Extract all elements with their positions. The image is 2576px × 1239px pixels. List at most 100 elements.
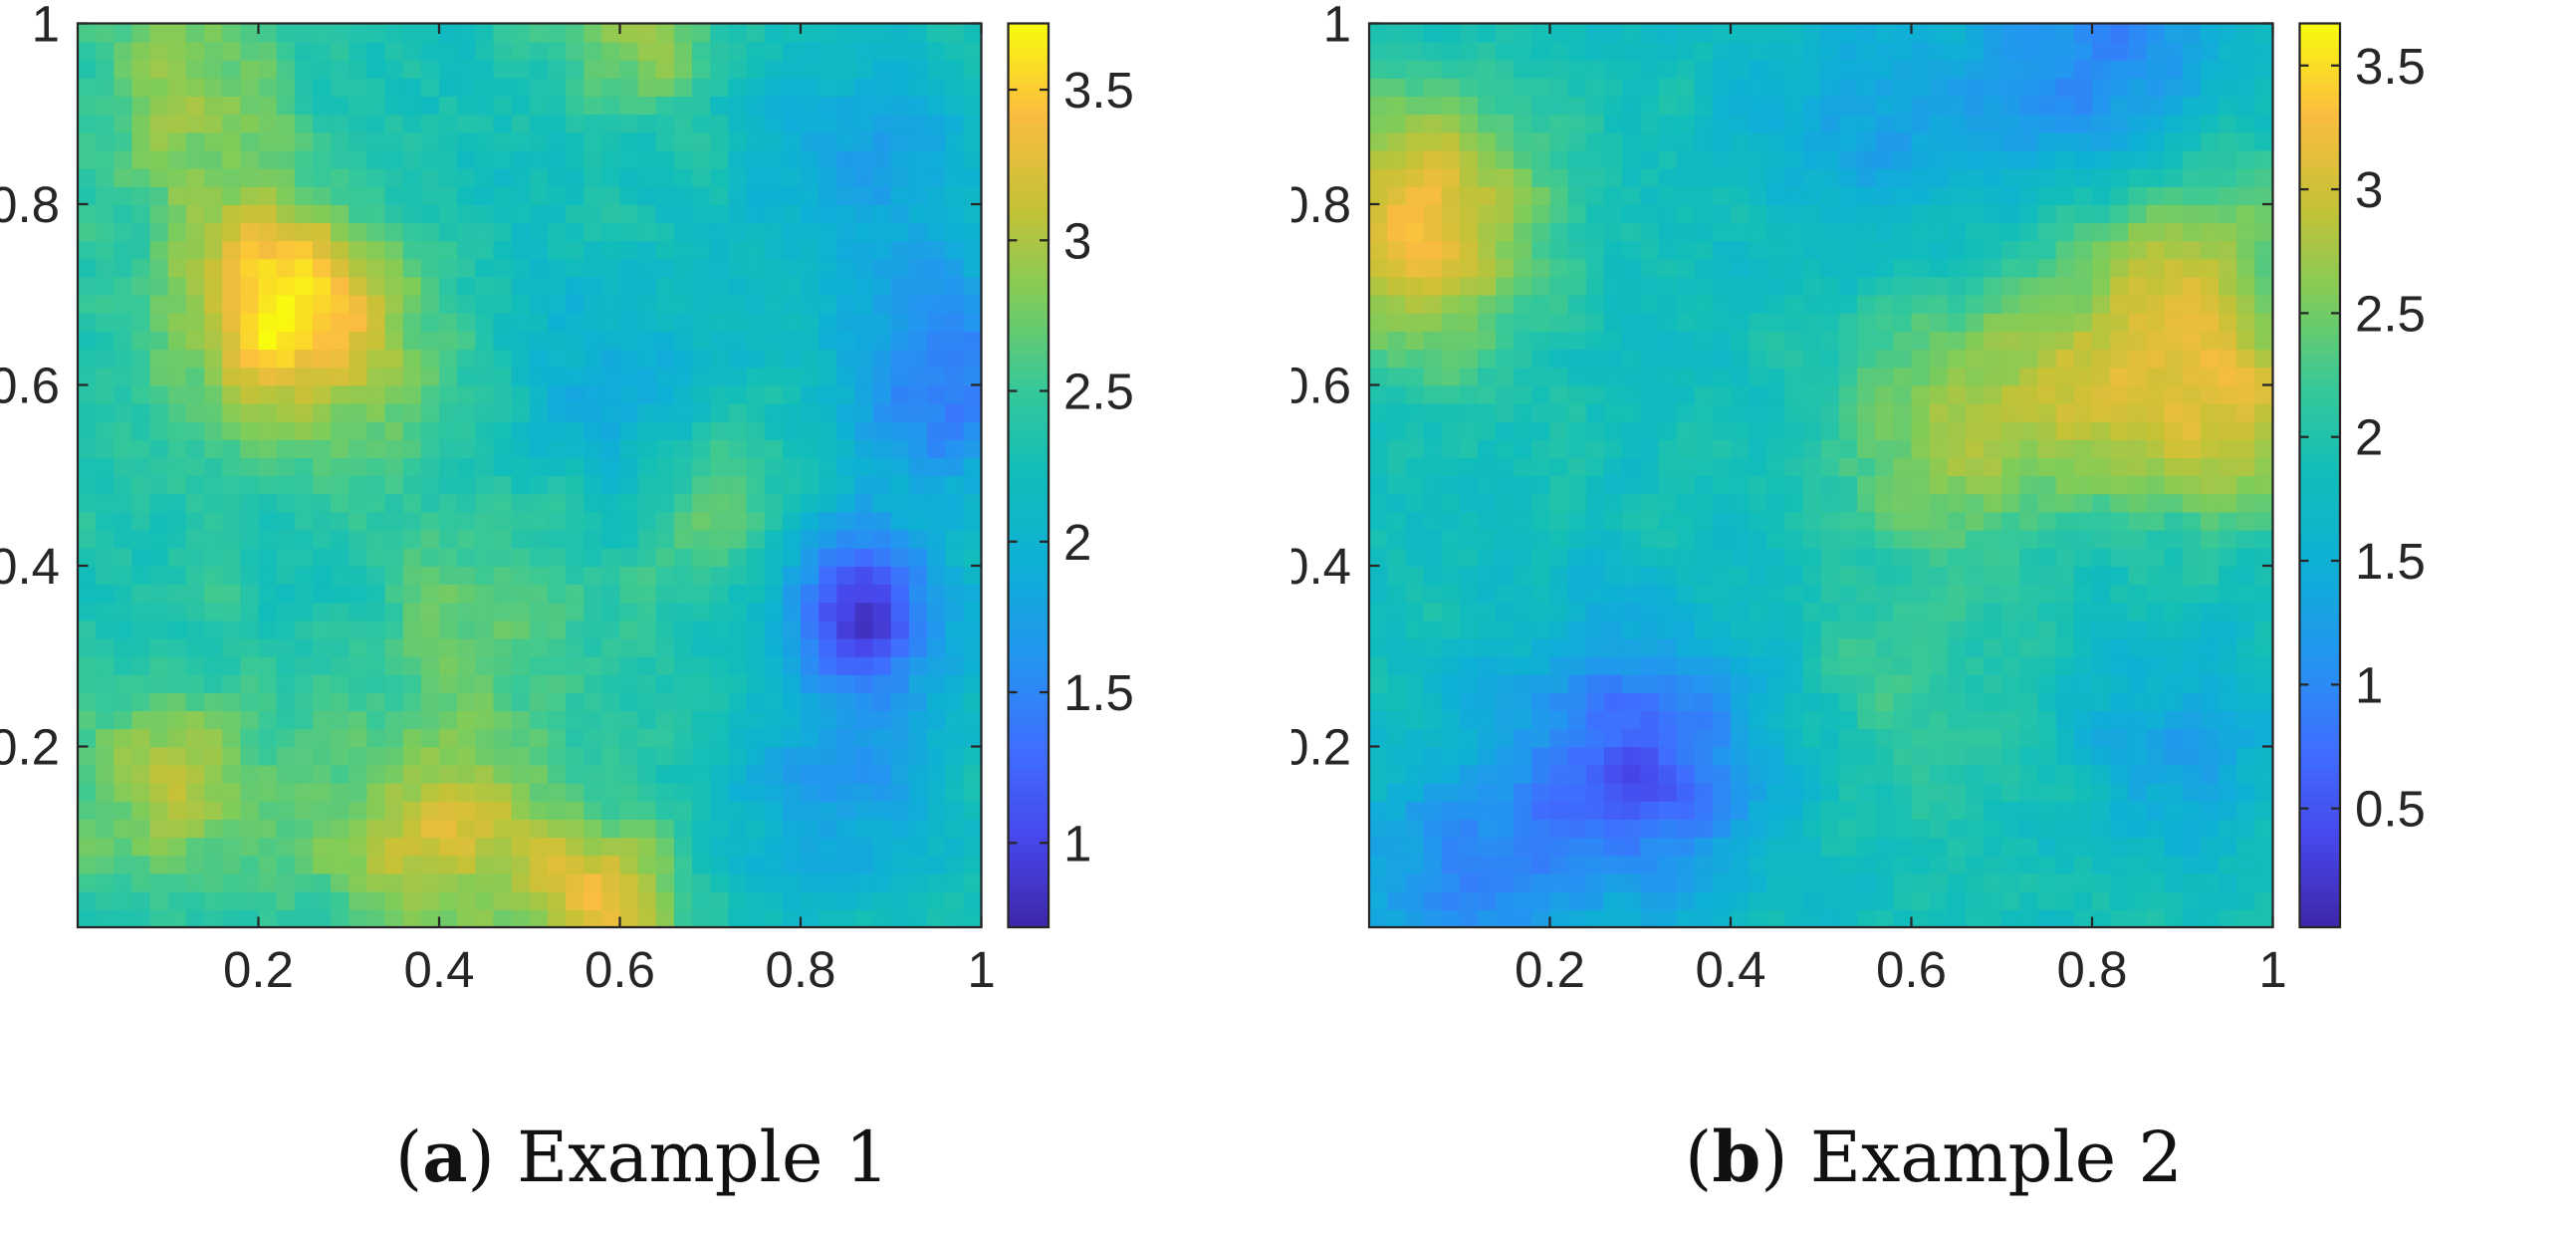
heatmap-cell	[167, 114, 187, 133]
heatmap-cell	[167, 493, 187, 513]
heatmap-cell	[185, 673, 205, 693]
heatmap-cell	[637, 890, 657, 910]
heatmap-cell	[1875, 457, 1895, 477]
heatmap-cell	[1784, 312, 1804, 332]
heatmap-cell	[1658, 493, 1678, 513]
heatmap-cell	[1531, 764, 1551, 784]
heatmap-cell	[1658, 692, 1678, 712]
colorbar-segment	[1008, 68, 1049, 78]
heatmap-cell	[547, 131, 567, 151]
heatmap-cell	[872, 728, 892, 748]
heatmap-cell	[963, 602, 983, 621]
heatmap-cell	[890, 294, 910, 314]
heatmap-cell	[1459, 402, 1479, 422]
heatmap-cell	[2164, 384, 2184, 404]
heatmap-cell	[945, 620, 965, 639]
heatmap-cell	[1585, 837, 1605, 857]
colorbar-segment	[1008, 370, 1049, 378]
heatmap-cell	[655, 457, 675, 477]
colorbar-segment	[1008, 135, 1049, 145]
heatmap-cell	[511, 655, 531, 675]
heatmap-cell	[420, 77, 440, 97]
heatmap-cell	[819, 655, 838, 675]
heatmap-cell	[1369, 529, 1389, 549]
colorbar-segment	[1008, 708, 1049, 718]
heatmap-cell	[2019, 204, 2039, 224]
heatmap-cell	[2037, 764, 2057, 784]
heatmap-cell	[1459, 114, 1479, 133]
heatmap-cell	[457, 222, 477, 242]
heatmap-cell	[384, 438, 404, 458]
heatmap-cell	[2182, 584, 2202, 604]
heatmap-cell	[1820, 438, 1840, 458]
heatmap-cell	[1766, 475, 1786, 495]
heatmap-cell	[890, 620, 910, 639]
heatmap-cell	[673, 673, 693, 693]
heatmap-cell	[1965, 710, 1985, 730]
heatmap-cell	[584, 349, 603, 369]
heatmap-cell	[854, 294, 874, 314]
heatmap-cell	[2146, 222, 2166, 242]
heatmap-cell	[1514, 855, 1533, 874]
heatmap-cell	[276, 620, 296, 639]
heatmap-cell	[819, 77, 838, 97]
heatmap-cell	[819, 312, 838, 332]
heatmap-cell	[2092, 258, 2112, 278]
heatmap-cell	[1369, 367, 1389, 386]
heatmap-cell	[2092, 457, 2112, 477]
heatmap-cell	[1838, 276, 1858, 296]
heatmap-cell	[2236, 655, 2256, 675]
heatmap-cell	[493, 384, 513, 404]
heatmap-cell	[584, 602, 603, 621]
heatmap-cell	[1585, 872, 1605, 892]
heatmap-cell	[854, 457, 874, 477]
heatmap-cell	[402, 240, 422, 260]
heatmap-cell	[1423, 149, 1443, 169]
heatmap-cell	[584, 276, 603, 296]
heatmap-cell	[258, 493, 278, 513]
heatmap-cell	[1820, 349, 1840, 369]
heatmap-cell	[1441, 837, 1461, 857]
heatmap-cell	[1802, 96, 1822, 116]
heatmap-cell	[1947, 511, 1967, 531]
heatmap-cell	[349, 782, 368, 802]
heatmap-cell	[2164, 312, 2184, 332]
heatmap-cell	[963, 529, 983, 549]
heatmap-cell	[222, 131, 242, 151]
heatmap-cell	[493, 511, 513, 531]
heatmap-cell	[637, 331, 657, 351]
heatmap-cell	[2037, 384, 2057, 404]
heatmap-cell	[1731, 258, 1751, 278]
heatmap-cell	[963, 710, 983, 730]
heatmap-cell	[149, 204, 169, 224]
heatmap-cell	[1838, 890, 1858, 910]
heatmap-cell	[1387, 349, 1407, 369]
heatmap-cell	[529, 673, 549, 693]
heatmap-cell	[1477, 529, 1497, 549]
heatmap-cell	[2073, 637, 2093, 657]
heatmap-cell	[1658, 782, 1678, 802]
heatmap-cell	[312, 77, 332, 97]
heatmap-cell	[1802, 710, 1822, 730]
heatmap-cell	[2146, 855, 2166, 874]
heatmap-cell	[908, 566, 928, 586]
heatmap-cell	[1911, 131, 1931, 151]
heatmap-cell	[2236, 673, 2256, 693]
heatmap-cell	[1857, 114, 1877, 133]
heatmap-cell	[276, 673, 296, 693]
heatmap-cell	[1369, 620, 1389, 639]
heatmap-cell	[1676, 655, 1696, 675]
heatmap-cell	[149, 59, 169, 79]
colorbar-segment	[1008, 166, 1049, 175]
colorbar-segment	[1008, 272, 1049, 281]
heatmap-cell	[2037, 819, 2057, 839]
heatmap-cell	[276, 59, 296, 79]
heatmap-cell	[1658, 673, 1678, 693]
heatmap-cell	[1749, 240, 1768, 260]
heatmap-cell	[1603, 457, 1623, 477]
heatmap-cell	[457, 59, 477, 79]
colorbar-segment	[1008, 83, 1049, 93]
heatmap-cell	[149, 547, 169, 567]
heatmap-cell	[185, 438, 205, 458]
heatmap-cell	[222, 908, 242, 928]
